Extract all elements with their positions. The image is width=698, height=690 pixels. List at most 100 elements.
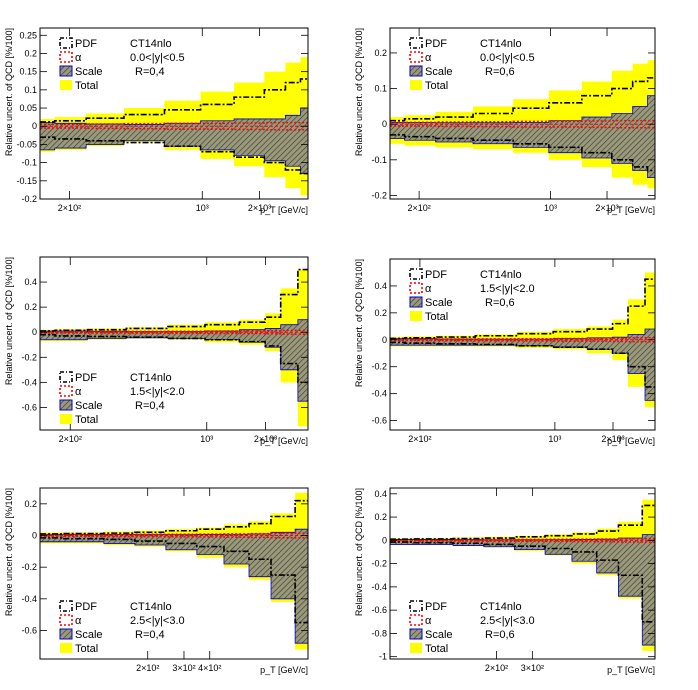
y-tick-label: -0.2 xyxy=(21,562,37,572)
y-tick-label: 0.4 xyxy=(24,277,37,287)
x-tick-label: 2×10³ xyxy=(248,203,271,213)
radius-label: R=0,6 xyxy=(485,297,515,309)
y-tick-label: -1 xyxy=(379,652,387,662)
pdf-up-line xyxy=(40,499,308,535)
legend-total-swatch xyxy=(410,311,422,321)
y-tick-label: -0.2 xyxy=(371,190,387,200)
y-tick-label: 0 xyxy=(32,327,37,337)
y-tick-label: -0.4 xyxy=(21,377,37,387)
legend-scale-swatch xyxy=(409,296,423,308)
scale-band xyxy=(40,528,308,644)
legend-label: PDF xyxy=(75,38,97,50)
pdf-set-label: CT14nlo xyxy=(480,601,522,613)
plot-area xyxy=(40,492,308,650)
legend-alpha-swatch xyxy=(59,385,73,397)
legend-label: α xyxy=(425,52,432,64)
plot-area xyxy=(40,57,308,196)
y-axis-label: Relative uncert. of QCD [%/100] xyxy=(354,259,364,387)
x-tick-label: 2×10³ xyxy=(254,434,277,444)
rapidity-label: 1.5<|y|<2.0 xyxy=(130,386,185,398)
x-tick-label: 3×10² xyxy=(521,663,544,673)
x-tick-label: 2×10² xyxy=(58,203,81,213)
x-axis-label: p_T [GeV/c] xyxy=(607,665,655,675)
pdf-down-line xyxy=(390,541,655,623)
legend-label: Total xyxy=(425,311,448,323)
pdf-set-label: CT14nlo xyxy=(480,38,522,50)
y-tick-label: -0.6 xyxy=(21,402,37,412)
legend-scale-swatch xyxy=(59,65,73,77)
legend: PDF α Scale Total CT14nlo 0.0<|y|<0.5 R=0,4 xyxy=(59,37,185,92)
y-tick-label: 0 xyxy=(382,119,387,129)
legend-total-swatch xyxy=(60,414,72,424)
legend-pdf-swatch xyxy=(59,37,73,49)
legend-pdf-swatch xyxy=(59,371,73,383)
x-tick-label: 2×10³ xyxy=(595,203,618,213)
pdf-set-label: CT14nlo xyxy=(480,269,522,281)
y-tick-label: 0.2 xyxy=(24,302,37,312)
y-tick-label: -0.4 xyxy=(21,594,37,604)
panel-3: 0.4 0.2 0 -0.2 -0.4 -0.6 2×10² 10³ 2×10³ Relative… xyxy=(4,256,309,446)
scale-band xyxy=(390,95,655,179)
legend: PDF α Scale Total CT14nlo 2.5<|y|<3.0 R=0,4 xyxy=(59,600,185,655)
total-band xyxy=(40,492,308,650)
x-tick-label: 2×10² xyxy=(59,434,82,444)
pdf-set-label: CT14nlo xyxy=(130,38,172,50)
legend-label: Total xyxy=(75,643,98,655)
legend-label: Scale xyxy=(75,66,103,78)
y-tick-label: 0.1 xyxy=(374,84,387,94)
legend-alpha-swatch xyxy=(409,51,423,63)
legend-total-swatch xyxy=(60,643,72,653)
pdf-set-label: CT14nlo xyxy=(130,601,172,613)
x-axis-label: p_T [GeV/c] xyxy=(260,436,308,446)
y-tick-label: 0.05 xyxy=(19,103,37,113)
alpha-down-line xyxy=(40,332,308,335)
rapidity-label: 0.0<|y|<0.5 xyxy=(480,52,535,64)
plot-frame xyxy=(389,258,656,431)
y-tick-label: 0.2 xyxy=(374,308,387,318)
pdf-down-line xyxy=(40,537,308,624)
legend-label: Total xyxy=(75,414,98,426)
legend-label: α xyxy=(75,52,82,64)
legend-pdf-swatch xyxy=(59,600,73,612)
y-tick-label: -0.6 xyxy=(371,605,387,615)
legend-label: Total xyxy=(425,643,448,655)
y-tick-label: -0.4 xyxy=(371,582,387,592)
y-tick-label: -0.8 xyxy=(371,628,387,638)
legend-label: PDF xyxy=(425,601,447,613)
legend-label: Scale xyxy=(75,400,103,412)
legend-pdf-swatch xyxy=(409,37,423,49)
pdf-up-line xyxy=(390,77,655,122)
x-tick-label: 3×10² xyxy=(172,663,195,673)
x-tick-label: 4×10² xyxy=(198,663,221,673)
rapidity-label: 1.5<|y|<2.0 xyxy=(480,283,535,295)
legend-label: α xyxy=(425,283,432,295)
radius-label: R=0,4 xyxy=(135,400,165,412)
alpha-up-line xyxy=(40,121,308,126)
alpha-up-line xyxy=(40,532,308,536)
plot-area xyxy=(390,272,655,408)
x-tick-label: 2×10² xyxy=(136,663,159,673)
legend-label: Scale xyxy=(425,297,453,309)
panel-6: 0.4 0.2 0 -0.2 -0.4 -0.6 -0.8 -1 2×10² 3×10² Relat… xyxy=(354,487,656,675)
legend-label: α xyxy=(75,386,82,398)
legend-scale-swatch xyxy=(59,628,73,640)
y-tick-label: -0.05 xyxy=(16,139,37,149)
y-tick-label: 0 xyxy=(382,335,387,345)
panel-5: 0.2 0 -0.2 -0.4 -0.6 2×10² 3×10² 4×10² Relative … xyxy=(4,487,309,675)
x-axis-label: p_T [GeV/c] xyxy=(607,205,655,215)
y-tick-label: -0.6 xyxy=(21,626,37,636)
plot-frame xyxy=(39,27,309,200)
alpha-down-line xyxy=(40,127,308,131)
alpha-down-line xyxy=(40,535,308,539)
y-tick-label: -0.4 xyxy=(371,389,387,399)
alpha-up-line xyxy=(390,119,655,124)
legend-label: Total xyxy=(75,80,98,92)
x-tick-label: 2×10² xyxy=(408,434,431,444)
pdf-down-line xyxy=(40,333,308,384)
legend-total-swatch xyxy=(410,80,422,90)
legend: PDF α Scale Total CT14nlo 0.0<|y|<0.5 R=0,6 xyxy=(409,37,535,92)
rapidity-label: 2.5<|y|<3.0 xyxy=(480,615,535,627)
legend-label: Total xyxy=(425,80,448,92)
y-tick-label: -0.1 xyxy=(21,158,37,168)
